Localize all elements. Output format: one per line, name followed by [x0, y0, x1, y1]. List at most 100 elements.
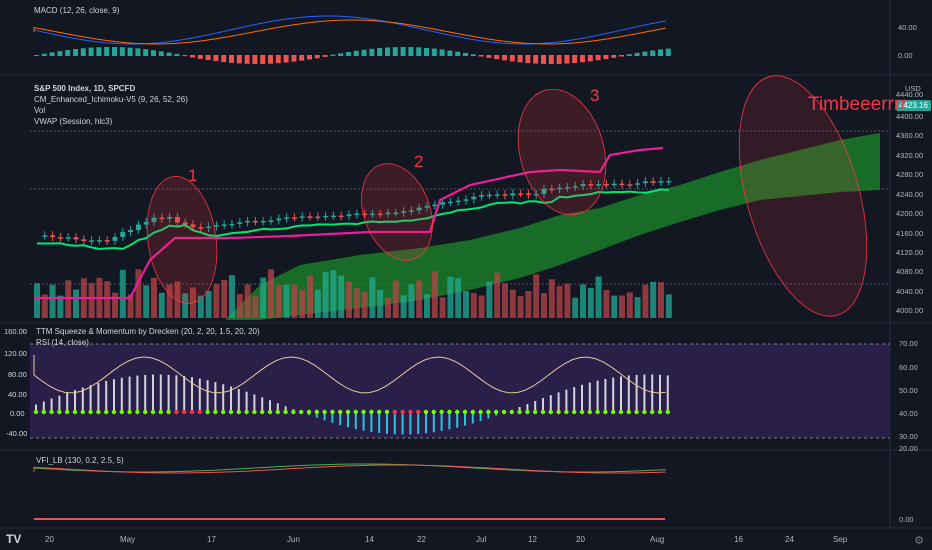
volume-bar [197, 295, 204, 318]
macd-histogram-bar [603, 55, 609, 60]
candle-body [167, 216, 173, 219]
squeeze-dot [416, 409, 421, 415]
macd-histogram-bar [619, 55, 624, 57]
macd-histogram-bar [400, 47, 406, 56]
ttm-left-axis-label: 0.00 [10, 409, 25, 418]
squeeze-dot [213, 409, 218, 415]
volume-bar [166, 284, 173, 318]
volume-bar [525, 291, 532, 318]
volume-bar [49, 284, 56, 318]
candle-body [89, 240, 95, 242]
volume-bar [112, 292, 118, 318]
macd-histogram-bar [299, 55, 305, 61]
vwap-line [34, 146, 664, 300]
time-axis-label: May [120, 535, 136, 544]
squeeze-dot [244, 409, 249, 415]
squeeze-dot [41, 409, 46, 415]
ichimoku-legend[interactable]: CM_Enhanced_Ichimoku-V5 (9, 26, 52, 26) [34, 95, 188, 104]
squeeze-dot [182, 409, 187, 415]
candle-body [276, 218, 282, 221]
candle-body [73, 237, 79, 240]
squeeze-dot [330, 409, 335, 415]
squeeze-dot [143, 409, 148, 415]
macd-histogram-bar [439, 49, 445, 56]
squeeze-dot [447, 409, 452, 415]
macd-histogram-bar [213, 55, 219, 62]
macd-histogram-bar [80, 48, 86, 56]
annotation-timber[interactable]: Timbeeerrrr [808, 94, 907, 115]
macd-histogram-bar [665, 48, 671, 56]
macd-histogram-bar [57, 51, 63, 56]
squeeze-dot [533, 409, 538, 415]
time-axis-label: Jul [476, 535, 487, 544]
vfi-title[interactable]: VFI_LB (130, 0.2, 2.5, 5) [36, 456, 124, 465]
volume-legend[interactable]: Vol [34, 106, 46, 115]
squeeze-dot [392, 409, 397, 415]
symbol-title[interactable]: S&P 500 Index, 1D, SPCFD [34, 84, 136, 93]
volume-bar [595, 276, 602, 318]
squeeze-dot [49, 409, 54, 415]
annotation-2[interactable]: 2 [414, 152, 424, 171]
volume-bar [229, 275, 235, 318]
candle-body [182, 222, 188, 225]
volume-bar [408, 284, 415, 318]
rsi-band-background [30, 344, 890, 438]
volume-bar [642, 284, 649, 318]
volume-bar [470, 292, 477, 318]
macd-histogram-bar [291, 55, 297, 62]
macd-histogram-bar [353, 50, 359, 56]
vwap-legend[interactable]: VWAP (Session, hlc3) [34, 117, 113, 126]
candle-body [299, 216, 305, 218]
macd-histogram-bar [564, 55, 570, 64]
vfi-line [33, 463, 666, 473]
time-axis-label: 20 [45, 535, 54, 544]
macd-histogram-bar [642, 51, 648, 56]
macd-histogram-bar [104, 47, 110, 56]
annotation-1[interactable]: 1 [188, 166, 198, 185]
volume-bar [205, 290, 212, 318]
ttm-title[interactable]: TTM Squeeze & Momentum by Drecken (20, 2… [36, 327, 260, 336]
tradingview-logo[interactable]: TV [6, 532, 22, 546]
time-axis-label: 17 [207, 535, 216, 544]
candle-body [65, 237, 71, 239]
annotation-3[interactable]: 3 [590, 86, 600, 105]
candle-body [81, 239, 87, 242]
price-axis-label: 4360.00 [896, 131, 924, 140]
rsi-title[interactable]: RSI (14, close) [36, 338, 89, 347]
squeeze-dot [603, 409, 608, 415]
squeeze-dot [572, 409, 577, 415]
ttm-left-axis-label: 160.00 [4, 327, 27, 336]
squeeze-dot [150, 409, 156, 415]
volume-bar [330, 270, 337, 318]
volume-bar [104, 281, 111, 318]
macd-histogram-bar [556, 55, 562, 64]
volume-bar [346, 281, 352, 318]
candle-body [120, 232, 126, 237]
macd-title[interactable]: MACD (12, 26, close, 9) [34, 6, 120, 15]
candle-body [42, 235, 48, 237]
squeeze-dot [595, 409, 600, 415]
macd-histogram-bar [385, 47, 390, 56]
squeeze-dot [525, 409, 530, 415]
volume-bar [65, 280, 72, 318]
macd-histogram-bar [377, 48, 383, 56]
volume-bar [143, 285, 150, 318]
macd-histogram-bar [587, 55, 593, 62]
price-axis-label: 4200.00 [896, 209, 924, 218]
squeeze-dot [166, 409, 171, 415]
vfi-axis-label: 20.00 [899, 444, 918, 453]
volume-bar [603, 289, 610, 318]
volume-bar [369, 277, 376, 318]
volume-bar [307, 275, 313, 318]
gear-icon[interactable]: ⚙ [914, 535, 924, 547]
squeeze-dot [486, 409, 491, 415]
squeeze-dot [494, 409, 499, 415]
volume-bar [377, 289, 384, 318]
squeeze-dot [322, 409, 327, 415]
volume-bar [135, 269, 142, 318]
macd-histogram-bar [533, 55, 539, 64]
macd-histogram-bar [338, 53, 344, 56]
price-axis-label: 4320.00 [896, 151, 924, 160]
macd-histogram-bar [127, 47, 133, 56]
